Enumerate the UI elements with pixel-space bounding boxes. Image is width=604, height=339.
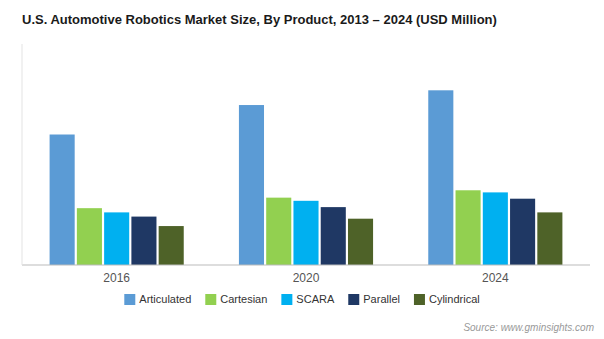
legend-label: SCARA xyxy=(296,293,335,305)
bar xyxy=(348,219,373,265)
legend-label: Articulated xyxy=(139,293,191,305)
title: U.S. Automotive Robotics Market Size, By… xyxy=(22,12,497,27)
legend-swatch xyxy=(414,294,425,305)
source-note: Source: www.gminsights.com xyxy=(463,322,594,333)
bar xyxy=(293,201,318,265)
y-axis xyxy=(22,44,23,265)
legend: Articulated Cartesian SCARA Parallel Cylindr… xyxy=(124,293,479,305)
x-tick-label: 2024 xyxy=(482,271,509,285)
x-tick-label: 2016 xyxy=(103,271,130,285)
bar xyxy=(159,226,184,265)
bar xyxy=(77,208,102,265)
legend-label: Cartesian xyxy=(220,293,267,305)
x-tick-label: 2020 xyxy=(293,271,320,285)
legend-swatch xyxy=(348,294,359,305)
bar xyxy=(428,90,453,265)
bar xyxy=(239,105,264,265)
legend-swatch xyxy=(281,294,292,305)
bar xyxy=(510,199,535,265)
bars xyxy=(50,90,563,265)
legend-label: Parallel xyxy=(363,293,400,305)
bar xyxy=(321,207,346,265)
bar xyxy=(266,198,291,265)
legend-swatch xyxy=(124,294,135,305)
bar xyxy=(456,190,481,265)
bar xyxy=(483,192,508,265)
legend-label: Cylindrical xyxy=(429,293,480,305)
bar xyxy=(131,217,156,265)
bar xyxy=(104,212,129,265)
bar xyxy=(50,135,75,265)
chart: U.S. Automotive Robotics Market Size, By… xyxy=(0,0,604,339)
legend-swatch xyxy=(205,294,216,305)
x-axis xyxy=(22,265,590,266)
bar xyxy=(537,212,562,265)
